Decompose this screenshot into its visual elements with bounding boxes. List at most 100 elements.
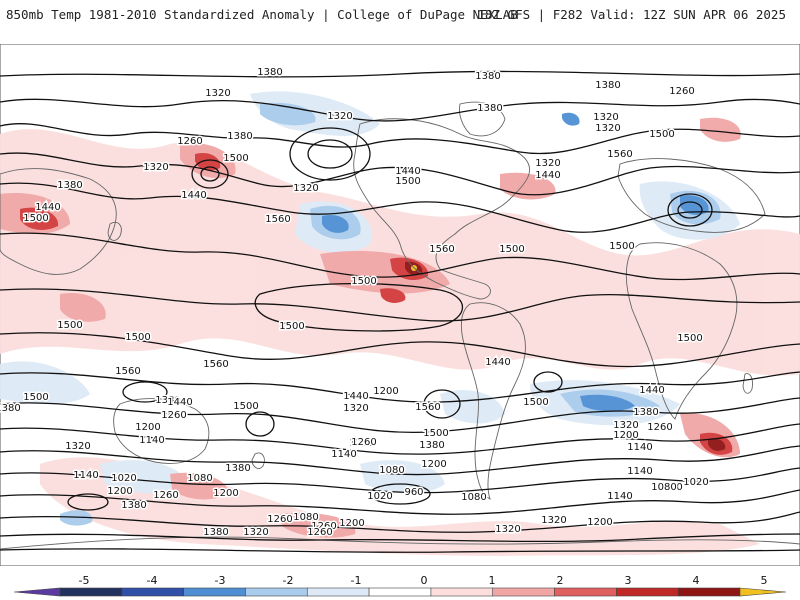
contour-label: 1380 [633, 407, 658, 418]
contour-label: 1200 [107, 486, 132, 497]
colorbar-tick-label: -2 [283, 574, 294, 587]
contour-label: 1380 [227, 131, 252, 142]
colorbar-tick-label: 3 [625, 574, 632, 587]
anomaly-map: 1380 1380 1380 1320 1320 1260 1260 1380 … [0, 44, 800, 566]
contour-label: 1380 [419, 440, 444, 451]
contour-label: 1440 [35, 202, 60, 213]
contour-label: 1260 [153, 490, 178, 501]
contour-label: 1320 [541, 515, 566, 526]
cold-area [562, 112, 580, 126]
contour-label: 1260 [647, 422, 672, 433]
cold-area [60, 510, 93, 526]
contour-label: 1260 [267, 514, 292, 525]
warm-area [0, 129, 800, 376]
contour-label: 1500 [395, 176, 420, 187]
contour-labels: 1380 1380 1380 1320 1320 1260 1260 1380 … [0, 66, 710, 540]
contour-label: 1500 [23, 213, 48, 224]
contour-label: 1200 [421, 459, 446, 470]
contour-line [0, 548, 800, 553]
contour-label: 1440 [639, 385, 664, 396]
contour-label: 1080 [379, 465, 404, 476]
contour-label: 1380 [257, 67, 282, 78]
contour-label: 1500 [423, 428, 448, 439]
contour-label: 1260 [161, 410, 186, 421]
colorbar-segment [13, 587, 61, 597]
contour-label: 1500 [57, 320, 82, 331]
contour-label: 1320 [293, 183, 318, 194]
contour-line [0, 511, 800, 533]
contour-label: 1140 [73, 470, 98, 481]
colorbar-segment [306, 587, 370, 597]
madagascar-coast [742, 373, 753, 394]
contour-label: 1200 [135, 422, 160, 433]
japan-coast [107, 221, 122, 241]
contour-label: 1200 [373, 386, 398, 397]
contour-label: 1440 [343, 391, 368, 402]
contour-label: 1500 [223, 153, 248, 164]
contour-label: 1380 [475, 71, 500, 82]
colorbar-tick-label: 2 [557, 574, 564, 587]
contour-label: 1260 [153, 490, 178, 501]
contour-label: 1140 [331, 449, 356, 460]
colorbar-segment [121, 587, 184, 597]
south-america-coast [460, 302, 526, 500]
contour-line [254, 282, 464, 332]
contour-closed-low [677, 201, 703, 219]
colorbar-tick-labels: -5 -4 -3 -2 -1 0 1 2 3 4 5 [79, 574, 768, 587]
contour-label: 1260 [177, 136, 202, 147]
colorbar-segment [492, 587, 555, 597]
contour-label: 1380 [57, 180, 82, 191]
contour-label: 1500 [279, 321, 304, 332]
hot-area [195, 152, 221, 171]
anomaly-shading [0, 91, 800, 556]
new-zealand-coast [251, 452, 265, 469]
contour-label: 1140 [627, 442, 652, 453]
contour-line [0, 489, 800, 515]
contour-line [0, 232, 800, 281]
contour-line [0, 533, 800, 543]
contour-label: 1260 [311, 521, 336, 532]
contour-label: 1440 [167, 397, 192, 408]
antarctica-coast [0, 536, 800, 550]
warm-area [280, 512, 356, 538]
contour-label: 1500 [125, 332, 150, 343]
contour-label: 1200 [613, 430, 638, 441]
colorbar-tick-label: -1 [351, 574, 362, 587]
contour-line [0, 397, 800, 434]
contour-label: 1200 [339, 518, 364, 529]
contour-closed-low [245, 411, 275, 437]
contour-label: 1200 [587, 517, 612, 528]
contour-label: 1080 [293, 512, 318, 523]
colorbar-segment [677, 587, 741, 597]
contour-label: 1320 [205, 88, 230, 99]
contour-closed-low [369, 483, 431, 505]
contour-label: 1260 [351, 437, 376, 448]
north-america-coast [353, 118, 531, 300]
contour-label: 1500 [233, 401, 258, 412]
contour-label: 1380 [203, 527, 228, 538]
contour-label: 1020 [367, 491, 392, 502]
contour-closed-low [423, 389, 461, 419]
contour-label: 1020 [683, 477, 708, 488]
contour-label: 1080 [187, 473, 212, 484]
contour-label: 1440 [535, 170, 560, 181]
contour-label: 1080 [651, 482, 676, 493]
colorbar-tick-label: -3 [215, 574, 226, 587]
contour-line [0, 332, 800, 368]
asia-coast [0, 168, 117, 275]
contour-line [0, 123, 800, 155]
contour-label: 1440 [485, 357, 510, 368]
contour-label: 1320 [343, 403, 368, 414]
contour-label: 1320 [535, 158, 560, 169]
contour-label: 1320 [243, 527, 268, 538]
contour-line [0, 467, 800, 494]
contour-label: 1560 [115, 366, 140, 377]
header: 850mb Temp 1981-2010 Standardized Anomal… [0, 0, 800, 30]
contour-label: 1500 [609, 241, 634, 252]
europe-coast [617, 158, 766, 233]
contour-label: 1560 [415, 402, 440, 413]
colorbar-segment [59, 587, 123, 597]
colorbar-segments [13, 587, 787, 597]
contour-label: 1140 [139, 435, 164, 446]
cool-area [100, 460, 190, 494]
